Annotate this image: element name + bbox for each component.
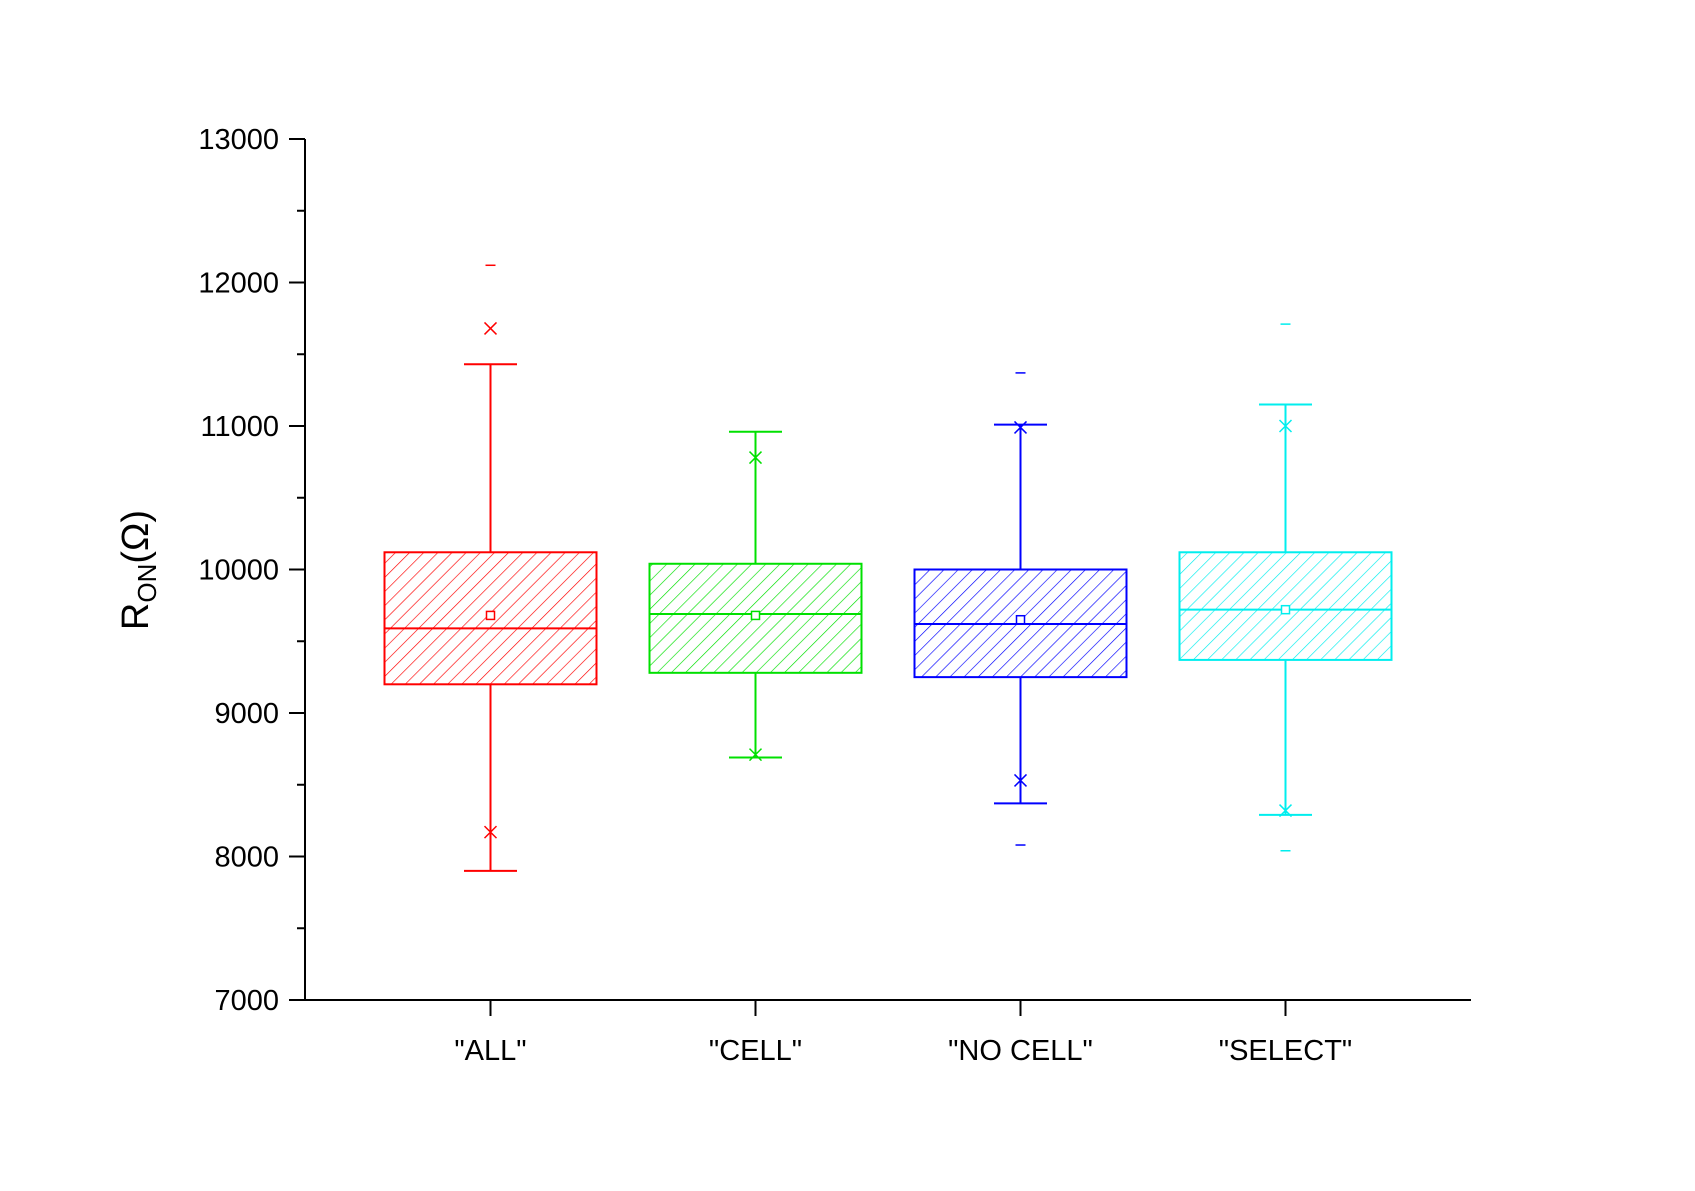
- mean-marker: [750, 610, 761, 621]
- y-tick-label: 11000: [201, 411, 280, 443]
- x-ticks: "ALL" "CELL" "NO CELL" "SELECT": [454, 1000, 1352, 1067]
- x-tick-label: "CELL": [709, 1035, 802, 1067]
- y-axis-title-main: R: [115, 603, 157, 630]
- box-series: [913, 372, 1128, 846]
- y-axis-title: RON(Ω): [115, 510, 162, 630]
- percentile-1-marker: [748, 748, 763, 762]
- y-tick-label: 9000: [214, 698, 279, 730]
- box-series: [1178, 323, 1393, 852]
- y-axis-title-subscript: ON: [132, 564, 162, 603]
- percentile-1-marker: [1013, 773, 1028, 787]
- box-series-group: [383, 264, 1393, 872]
- percentile-99-marker: [483, 321, 498, 335]
- percentile-99-marker: [748, 451, 763, 465]
- y-tick-label: 13000: [198, 124, 279, 156]
- percentile-99-marker: [1013, 420, 1028, 434]
- y-axis-title-unit: (Ω): [115, 510, 157, 564]
- mean-marker: [485, 610, 496, 621]
- box-series: [648, 430, 863, 762]
- y-tick-label: 8000: [214, 842, 279, 874]
- percentile-1-marker: [1278, 804, 1293, 818]
- x-tick-label: "SELECT": [1219, 1035, 1352, 1067]
- y-ticks: 7000 8000 9000 10000 11000 12000 13000: [198, 124, 305, 1017]
- mean-marker: [1280, 604, 1291, 615]
- percentile-1-marker: [483, 825, 498, 839]
- x-tick-label: "NO CELL": [948, 1035, 1093, 1067]
- y-tick-label: 7000: [214, 985, 279, 1017]
- axes: 7000 8000 9000 10000 11000 12000 13000 "ALL" "C…: [198, 124, 1471, 1067]
- y-tick-label: 12000: [198, 268, 279, 300]
- x-tick-label: "ALL": [454, 1035, 526, 1067]
- box-series: [383, 264, 598, 872]
- mean-marker: [1015, 614, 1026, 625]
- y-tick-label: 10000: [198, 555, 279, 587]
- percentile-99-marker: [1278, 419, 1293, 433]
